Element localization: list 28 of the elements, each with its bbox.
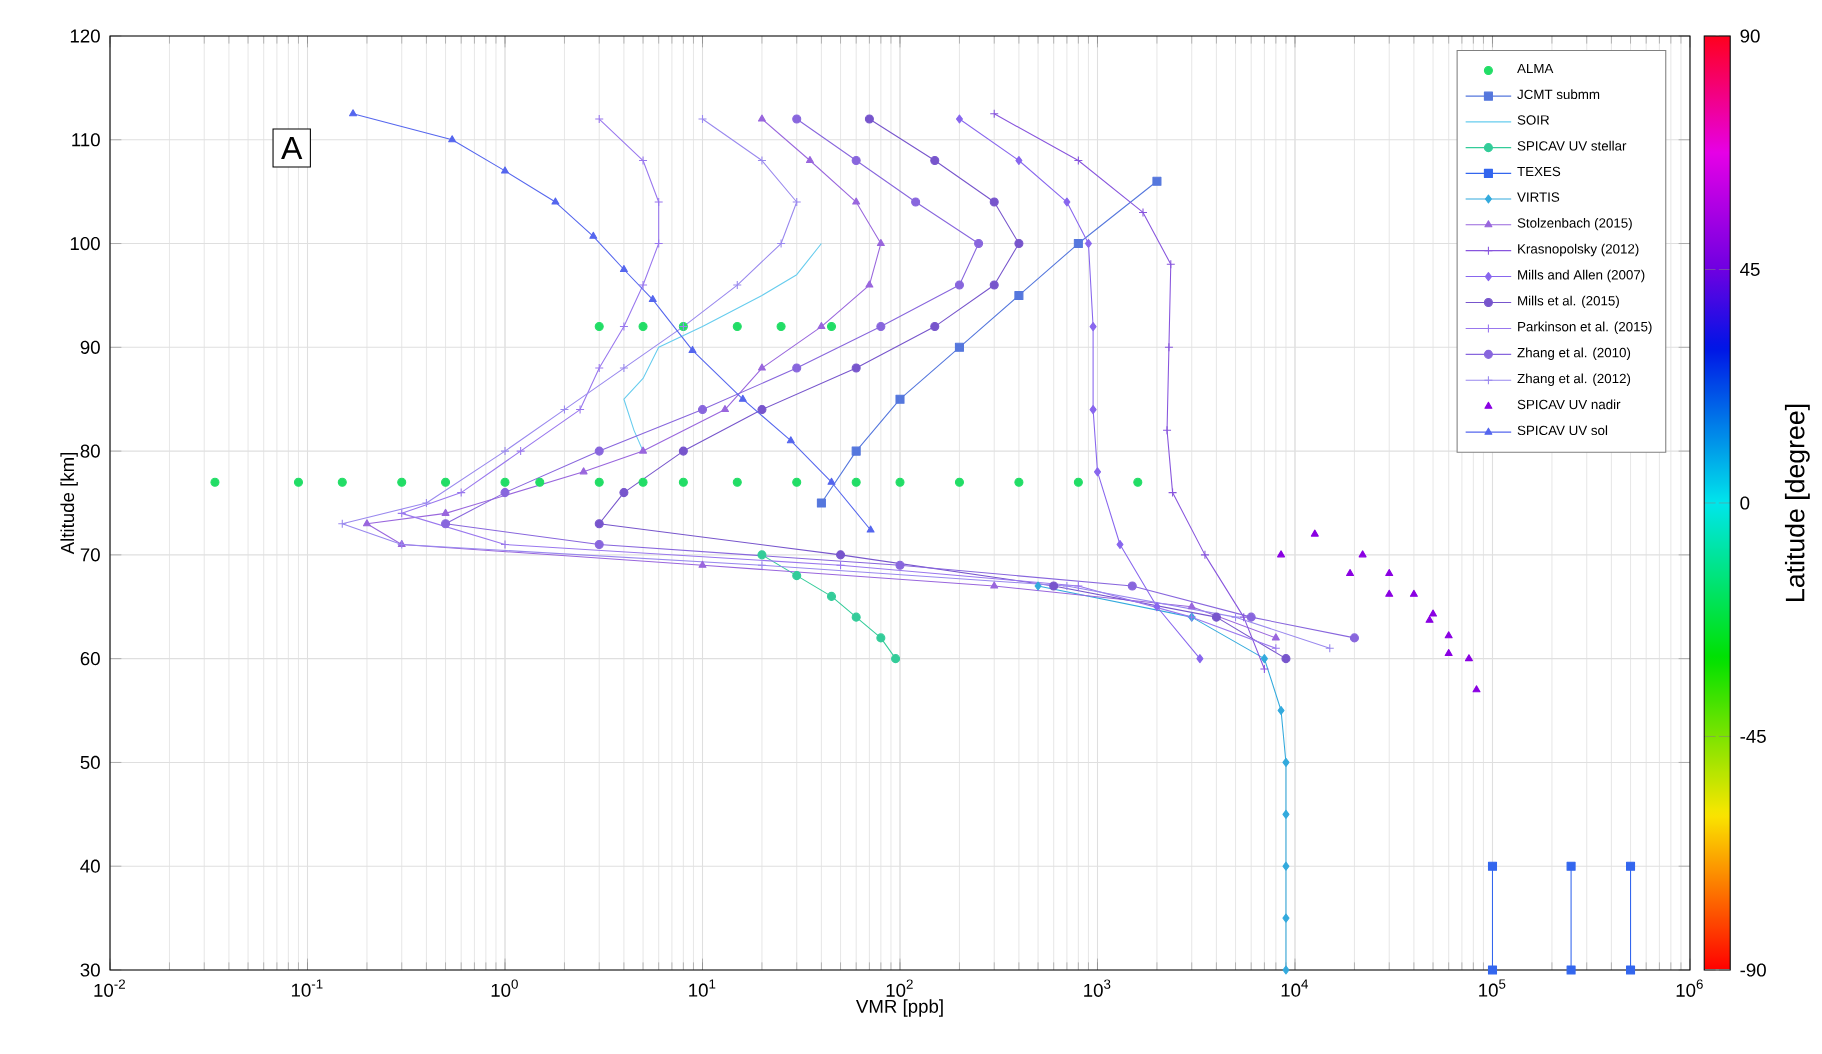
x-tick-label: 10$^{2}$ (886, 979, 913, 997)
y-tick-label: 90 (80, 340, 100, 354)
x-axis-title: VMR [ppb] (855, 999, 943, 1017)
y-tick-label: 100 (70, 236, 100, 251)
x-tick-label: 10$^{5}$ (1479, 979, 1506, 997)
x-tick-label: 10$^{0}$ (491, 979, 518, 997)
color-bar-label: -90 (1740, 963, 1766, 977)
x-tick-label: 10$^{6}$ (1676, 979, 1703, 997)
color-bar-label: -45 (1740, 729, 1766, 743)
annotation: A (281, 137, 303, 160)
color-bar-label: 45 (1740, 262, 1760, 276)
x-tick-label: 10$^{4}$ (1281, 979, 1309, 997)
color-bar-label: 0 (1740, 496, 1750, 510)
y-tick-label: 50 (80, 755, 100, 770)
y-tick-label: 70 (80, 548, 100, 562)
x-tick-label: 10$^{-1}$ (291, 979, 323, 997)
y-tick-label: 110 (72, 133, 100, 147)
color-bar-title: Latitude [degree] (1784, 404, 1810, 601)
color-bar-label: 90 (1740, 29, 1760, 43)
x-tick-label: 10$^{1}$ (689, 979, 716, 997)
y-axis-title: Altitude [km] (60, 452, 78, 555)
x-tick-label: 10$^{3}$ (1084, 979, 1111, 997)
x-tick-label: 10$^{-2}$ (94, 979, 125, 997)
y-tick-label: 120 (70, 29, 100, 43)
y-tick-label: 80 (80, 444, 100, 458)
y-tick-label: 30 (80, 963, 100, 977)
y-tick-label: 40 (80, 859, 100, 873)
y-tick-label: 60 (80, 652, 100, 666)
